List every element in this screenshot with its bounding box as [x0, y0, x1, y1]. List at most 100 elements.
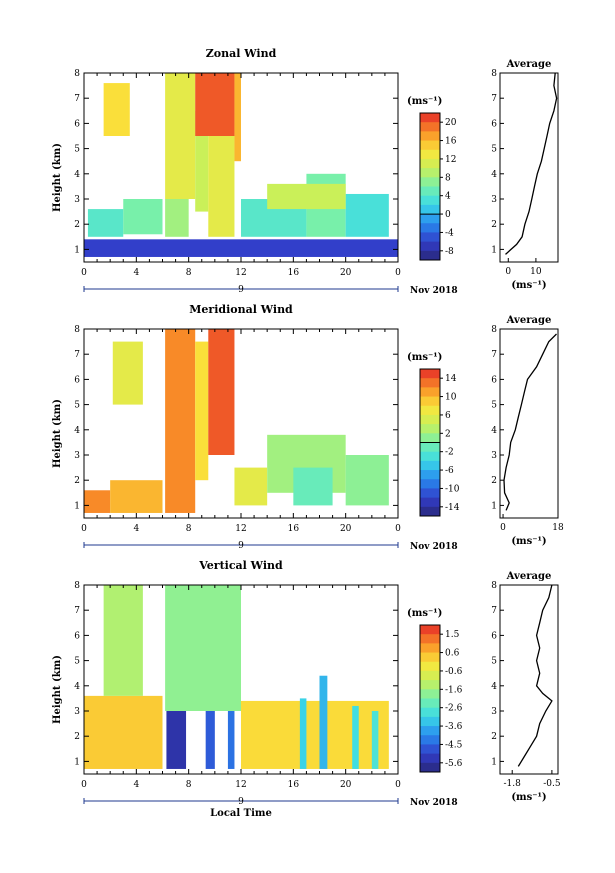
x-tick-label: 4	[133, 780, 139, 790]
colorbar-cell	[420, 744, 440, 755]
colorbar-cell	[420, 131, 440, 142]
profile-y-tick-label: 6	[491, 631, 497, 641]
x-tick-label: 20	[340, 780, 352, 790]
profile-title: Average	[506, 571, 552, 582]
colorbar-unit: (ms⁻¹)	[407, 96, 442, 107]
y-tick-label: 1	[74, 245, 80, 255]
y-tick-label: 3	[74, 195, 80, 205]
profile-y-tick-label: 4	[491, 682, 497, 692]
profile-frame	[499, 72, 559, 263]
colorbar-unit: (ms⁻¹)	[407, 352, 442, 363]
x-tick-label: 8	[186, 780, 192, 790]
colorbar-cell	[420, 470, 440, 480]
colorbar-cell	[420, 707, 440, 718]
y-tick-label: 5	[74, 657, 80, 667]
profile-title: Average	[506, 59, 552, 70]
y-axis-label: Height (km)	[52, 399, 63, 468]
colorbar-cell	[420, 378, 440, 388]
colorbar-tick-label: -2	[445, 448, 454, 458]
y-tick-label: 4	[74, 682, 80, 692]
heatmap-cell	[345, 455, 389, 506]
x-tick-label: 12	[235, 268, 246, 278]
x-tick-label: 0	[81, 268, 87, 278]
profile-y-tick-label: 5	[491, 145, 497, 155]
colorbar-cell	[420, 698, 440, 709]
colorbar-cell	[420, 387, 440, 398]
y-tick-label: 1	[74, 501, 80, 511]
colorbar-cell	[420, 204, 440, 215]
profile-line	[517, 584, 553, 767]
colorbar-cell	[420, 460, 440, 471]
colorbar-cell	[420, 488, 440, 499]
colorbar-tick-label: -1.6	[445, 685, 463, 695]
profile-y-tick-label: 5	[491, 657, 497, 667]
heatmap-cell	[123, 199, 163, 235]
x-tick-label: 12	[235, 524, 246, 534]
profile-y-tick-label: 8	[491, 325, 497, 335]
y-tick-label: 2	[74, 732, 80, 742]
heatmap-cell	[241, 700, 389, 769]
profile-y-tick-label: 6	[491, 119, 497, 129]
profile-x-label: (ms⁻¹)	[511, 280, 546, 291]
y-tick-label: 5	[74, 145, 80, 155]
heatmap-cell	[205, 711, 215, 769]
colorbar-cell	[420, 223, 440, 233]
y-tick-label: 7	[74, 94, 80, 104]
y-tick-label: 2	[74, 220, 80, 230]
colorbar-cell	[420, 149, 440, 160]
colorbar-cell	[420, 506, 440, 517]
colorbar-tick-label: 4	[445, 192, 451, 202]
heatmap-cells	[84, 73, 398, 257]
colorbar-cell	[420, 241, 440, 252]
colorbar-cell	[420, 625, 440, 635]
heatmap-cell	[84, 695, 163, 769]
panel-title: Meridional Wind	[189, 303, 293, 316]
colorbar-cell	[420, 250, 440, 261]
colorbar-cell	[420, 113, 440, 123]
heatmap-cell	[165, 199, 189, 237]
colorbar-tick-label: -14	[445, 503, 460, 513]
colorbar-cell	[420, 214, 440, 224]
colorbar-tick-label: 1.5	[445, 630, 460, 640]
profile-y-tick-label: 7	[491, 350, 497, 360]
heatmap-cell	[208, 329, 235, 455]
profile-y-tick-label: 7	[491, 606, 497, 616]
y-tick-label: 4	[74, 170, 80, 180]
heatmap-cell	[87, 209, 124, 237]
heatmap-cell	[293, 467, 333, 506]
x-tick-label: 16	[288, 268, 300, 278]
colorbar-tick-label: 20	[445, 118, 457, 128]
x-tick-label: 4	[133, 268, 139, 278]
colorbar-cell	[420, 643, 440, 654]
date-marker: 9	[238, 797, 244, 807]
x-axis-label: Local Time	[210, 808, 272, 819]
colorbar-frame	[419, 624, 441, 773]
x-tick-label: 0	[81, 524, 87, 534]
colorbar-cell	[420, 424, 440, 434]
profile-y-tick-label: 2	[491, 220, 497, 230]
colorbar-tick-label: 2	[445, 429, 451, 439]
heatmap-cell	[165, 329, 196, 513]
y-tick-label: 2	[74, 476, 80, 486]
colorbar-cell	[420, 414, 440, 425]
date-marker: 9	[238, 541, 244, 551]
heatmap-cell	[371, 711, 379, 769]
colorbar-cell	[420, 716, 440, 727]
y-axis-label: Height (km)	[52, 655, 63, 724]
profile-x-tick-label: -0.5	[543, 779, 561, 789]
colorbar-tick-label: -8	[445, 247, 454, 257]
profile-y-tick-label: 2	[491, 732, 497, 742]
colorbar-cell	[420, 762, 440, 773]
heatmap-cell	[352, 705, 359, 769]
x-tick-label: 4	[133, 524, 139, 534]
colorbar-tick-label: -0.6	[445, 667, 463, 677]
profile-y-tick-label: 1	[491, 245, 497, 255]
y-tick-label: 7	[74, 606, 80, 616]
heatmap-cell	[165, 585, 241, 711]
profile-line	[503, 333, 557, 511]
profile-y-tick-label: 3	[491, 707, 497, 717]
colorbar-cell	[420, 122, 440, 132]
y-tick-label: 6	[74, 375, 80, 385]
heatmap-cell	[195, 73, 235, 136]
colorbar-tick-label: 6	[445, 411, 451, 421]
